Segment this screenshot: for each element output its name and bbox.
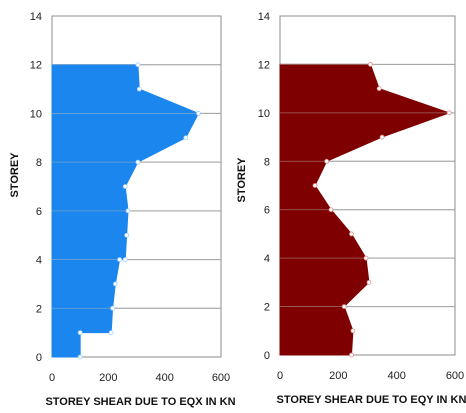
data-point bbox=[135, 159, 141, 165]
y-tick-label: 2 bbox=[36, 303, 42, 315]
data-point bbox=[117, 257, 122, 262]
data-point bbox=[135, 62, 141, 68]
y-tick-label: 0 bbox=[36, 352, 42, 364]
x-tick-label: 200 bbox=[99, 372, 117, 384]
data-point bbox=[108, 330, 114, 336]
data-point bbox=[366, 279, 372, 285]
y-tick-label: 4 bbox=[36, 255, 42, 267]
x-tick-label: 600 bbox=[212, 372, 230, 384]
data-point bbox=[110, 305, 115, 311]
data-point bbox=[349, 231, 354, 237]
data-point bbox=[125, 208, 131, 214]
y-tick-label: 6 bbox=[36, 206, 42, 218]
y-tick-label: 14 bbox=[258, 11, 270, 23]
data-point bbox=[112, 281, 118, 287]
data-point bbox=[136, 86, 142, 92]
shear-area bbox=[279, 63, 451, 356]
y-axis-title: STOREY bbox=[9, 152, 21, 198]
y-tick-label: 10 bbox=[258, 108, 270, 120]
y-tick-label: 0 bbox=[264, 350, 270, 362]
data-point bbox=[183, 135, 189, 141]
x-axis-title: STOREY SHEAR DUE TO EQX IN KN bbox=[45, 396, 235, 408]
y-tick-label: 2 bbox=[264, 302, 270, 314]
data-point bbox=[368, 62, 373, 67]
y-axis-title: STOREY bbox=[236, 157, 248, 203]
y-tick-label: 8 bbox=[36, 157, 42, 169]
x-tick-label: 400 bbox=[387, 370, 405, 382]
x-tick-label: 0 bbox=[49, 372, 55, 384]
x-tick-label: 600 bbox=[446, 370, 464, 382]
x-tick-label: 400 bbox=[155, 372, 173, 384]
data-point bbox=[349, 352, 354, 358]
eqy-chart: 0 2 4 6 8 10 12 14 0 200 400 600 STOREY SHEAR DUE TO… bbox=[236, 11, 466, 406]
y-tick-label: 6 bbox=[264, 205, 270, 217]
data-point bbox=[446, 110, 452, 116]
data-point bbox=[328, 207, 334, 213]
data-point bbox=[363, 255, 369, 261]
y-tick-label: 8 bbox=[264, 156, 270, 168]
data-point bbox=[122, 184, 128, 189]
y-tick-label: 12 bbox=[258, 59, 270, 71]
data-point bbox=[77, 330, 83, 336]
data-point bbox=[376, 86, 382, 92]
x-tick-label: 200 bbox=[329, 370, 347, 382]
data-point bbox=[196, 111, 201, 116]
data-point bbox=[122, 257, 128, 262]
y-tick-label: 4 bbox=[264, 253, 270, 265]
data-point bbox=[324, 158, 330, 164]
x-tick-label: 0 bbox=[277, 370, 283, 382]
data-point bbox=[124, 232, 130, 238]
data-point bbox=[77, 354, 83, 360]
data-point bbox=[341, 304, 347, 309]
data-point bbox=[312, 183, 318, 188]
data-point bbox=[350, 328, 356, 334]
data-point bbox=[379, 134, 385, 140]
y-tick-label: 14 bbox=[30, 11, 42, 23]
eqx-chart: 0 2 4 6 8 10 12 14 0 200 400 600 STOREY SHEAR DUE TO… bbox=[9, 11, 236, 408]
x-axis-title: STOREY SHEAR DUE TO EQY IN KN bbox=[277, 394, 466, 406]
y-tick-label: 10 bbox=[30, 108, 42, 120]
y-tick-label: 12 bbox=[30, 60, 42, 72]
